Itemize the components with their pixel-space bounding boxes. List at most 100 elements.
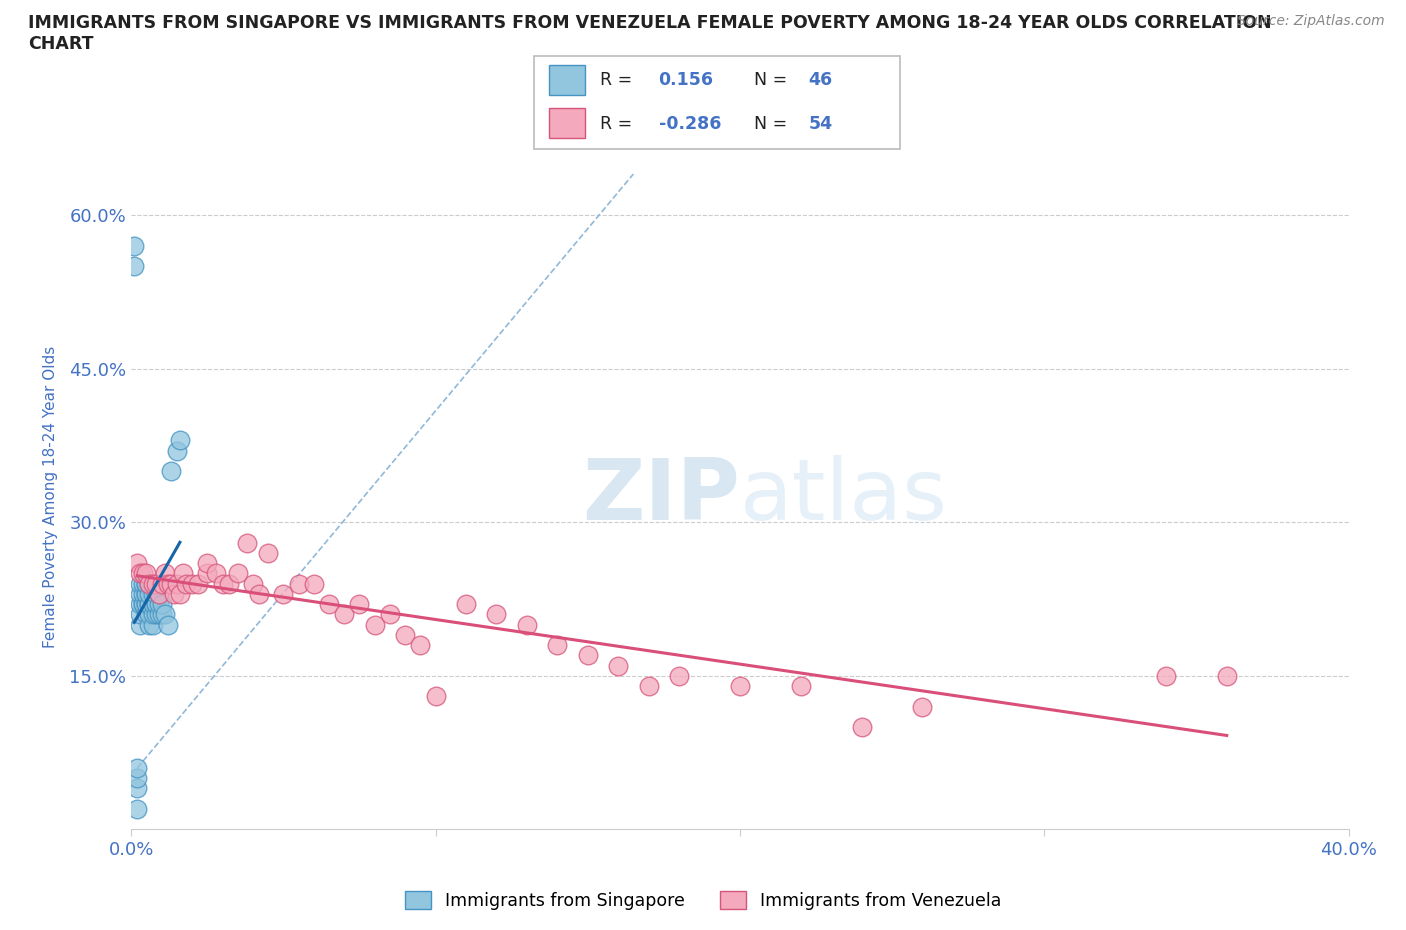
Point xyxy=(156,618,179,632)
Bar xyxy=(548,65,585,95)
Point xyxy=(127,802,149,817)
Bar xyxy=(548,108,585,138)
Text: Source: ZipAtlas.com: Source: ZipAtlas.com xyxy=(1237,14,1385,28)
Point xyxy=(302,577,325,591)
Point xyxy=(141,577,163,591)
Point xyxy=(141,618,163,632)
Point xyxy=(169,432,191,447)
Point xyxy=(127,761,149,776)
Point xyxy=(138,597,160,612)
Point xyxy=(122,238,145,253)
Text: 46: 46 xyxy=(808,71,832,89)
Point xyxy=(181,577,204,591)
Point xyxy=(425,689,447,704)
Point xyxy=(242,577,264,591)
Point xyxy=(454,597,477,612)
Point xyxy=(135,577,157,591)
Point xyxy=(132,587,155,602)
Text: R =: R = xyxy=(600,71,633,89)
Point xyxy=(187,577,209,591)
Point xyxy=(153,607,176,622)
Point xyxy=(150,577,173,591)
Point xyxy=(728,679,751,694)
Text: 54: 54 xyxy=(808,114,832,133)
Point xyxy=(607,658,630,673)
Point xyxy=(790,679,813,694)
Legend: Immigrants from Singapore, Immigrants from Venezuela: Immigrants from Singapore, Immigrants fr… xyxy=(398,884,1008,917)
Point xyxy=(132,597,155,612)
Point xyxy=(851,720,873,735)
Point xyxy=(172,566,194,581)
Point xyxy=(516,618,538,632)
Point xyxy=(129,597,152,612)
Point xyxy=(148,597,170,612)
Point xyxy=(349,597,371,612)
Point xyxy=(132,577,155,591)
Text: ZIP: ZIP xyxy=(582,455,740,538)
Point xyxy=(236,536,259,551)
Point xyxy=(129,587,152,602)
Point xyxy=(166,443,188,458)
Point xyxy=(153,566,176,581)
Point xyxy=(145,587,167,602)
Point xyxy=(135,597,157,612)
Point xyxy=(546,638,568,653)
Point xyxy=(333,607,356,622)
Point xyxy=(150,597,173,612)
Point xyxy=(174,577,197,591)
Point xyxy=(1216,669,1239,684)
Point xyxy=(211,577,233,591)
Text: -0.286: -0.286 xyxy=(658,114,721,133)
Point xyxy=(138,618,160,632)
Point xyxy=(148,587,170,602)
Point xyxy=(138,577,160,591)
Point xyxy=(127,771,149,786)
Point xyxy=(129,566,152,581)
Point xyxy=(132,566,155,581)
Point xyxy=(145,597,167,612)
Text: N =: N = xyxy=(754,114,787,133)
Point xyxy=(394,628,416,643)
Point xyxy=(668,669,690,684)
Text: N =: N = xyxy=(754,71,787,89)
Point xyxy=(409,638,432,653)
Point xyxy=(132,597,155,612)
Point xyxy=(148,587,170,602)
Point xyxy=(138,597,160,612)
Y-axis label: Female Poverty Among 18-24 Year Olds: Female Poverty Among 18-24 Year Olds xyxy=(44,345,58,647)
Point xyxy=(135,597,157,612)
Point xyxy=(159,463,181,478)
Text: IMMIGRANTS FROM SINGAPORE VS IMMIGRANTS FROM VENEZUELA FEMALE POVERTY AMONG 18-2: IMMIGRANTS FROM SINGAPORE VS IMMIGRANTS … xyxy=(28,14,1272,53)
Point xyxy=(226,566,249,581)
Point xyxy=(138,577,160,591)
Point xyxy=(485,607,508,622)
Point xyxy=(135,566,157,581)
Point xyxy=(127,781,149,796)
Point xyxy=(135,577,157,591)
Point xyxy=(247,587,270,602)
Text: 0.156: 0.156 xyxy=(658,71,714,89)
Text: R =: R = xyxy=(600,114,633,133)
Point xyxy=(159,577,181,591)
Point xyxy=(145,577,167,591)
Point xyxy=(156,577,179,591)
Point xyxy=(378,607,401,622)
Point xyxy=(195,556,218,571)
Point xyxy=(138,607,160,622)
Point xyxy=(163,587,186,602)
Point xyxy=(169,587,191,602)
Point xyxy=(576,648,599,663)
Point xyxy=(127,556,149,571)
Point xyxy=(145,597,167,612)
Point xyxy=(318,597,340,612)
Point xyxy=(141,607,163,622)
Point xyxy=(195,566,218,581)
Point xyxy=(141,597,163,612)
Point xyxy=(273,587,295,602)
Point xyxy=(218,577,240,591)
Point xyxy=(141,587,163,602)
Point xyxy=(122,259,145,273)
Point xyxy=(135,607,157,622)
Text: atlas: atlas xyxy=(740,455,948,538)
FancyBboxPatch shape xyxy=(534,56,900,149)
